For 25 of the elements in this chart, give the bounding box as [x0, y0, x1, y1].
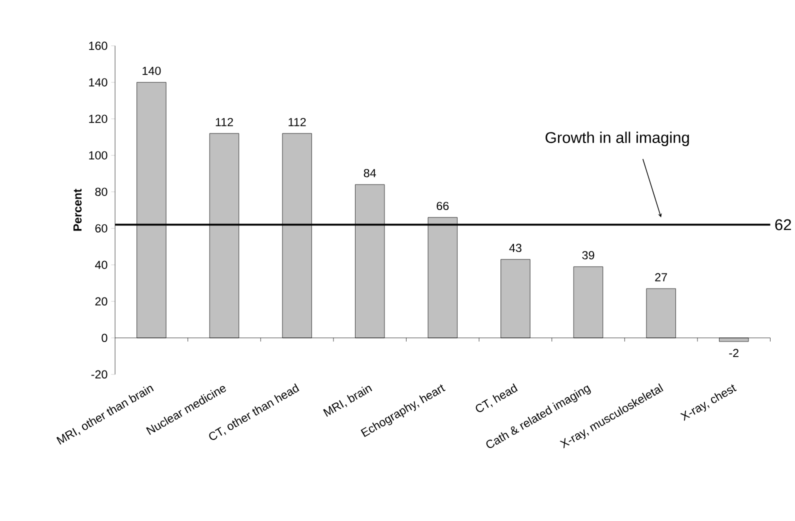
- y-axis-title: Percent: [73, 189, 82, 231]
- y-tick-label: 120: [89, 114, 108, 124]
- data-label: 27: [655, 273, 667, 282]
- data-label: 84: [364, 169, 376, 178]
- y-tick-label: 80: [95, 188, 108, 196]
- x-tick-label: CT, head: [476, 384, 518, 412]
- ref-line-label: 62: [775, 219, 791, 230]
- data-label: 140: [142, 66, 161, 76]
- x-tick-label: MRI, brain: [323, 386, 372, 417]
- y-tick-label: 140: [89, 78, 108, 87]
- data-label: 112: [216, 118, 233, 126]
- annotation: Growth in all imaging: [546, 132, 689, 146]
- y-tick-label: 160: [89, 42, 108, 50]
- x-tick-label: X-ray, chest: [680, 384, 737, 422]
- y-tick-label: 20: [95, 297, 108, 306]
- y-tick-label: 60: [95, 224, 108, 233]
- data-label: 66: [436, 202, 449, 210]
- data-label: 112: [288, 118, 306, 126]
- y-tick-label: -20: [91, 370, 108, 379]
- data-label: 43: [509, 244, 522, 252]
- data-label: 39: [582, 251, 594, 260]
- data-label: -2: [729, 349, 738, 358]
- y-tick-label: 100: [89, 151, 108, 160]
- y-tick-label: 0: [102, 334, 108, 342]
- y-tick-label: 40: [95, 260, 108, 270]
